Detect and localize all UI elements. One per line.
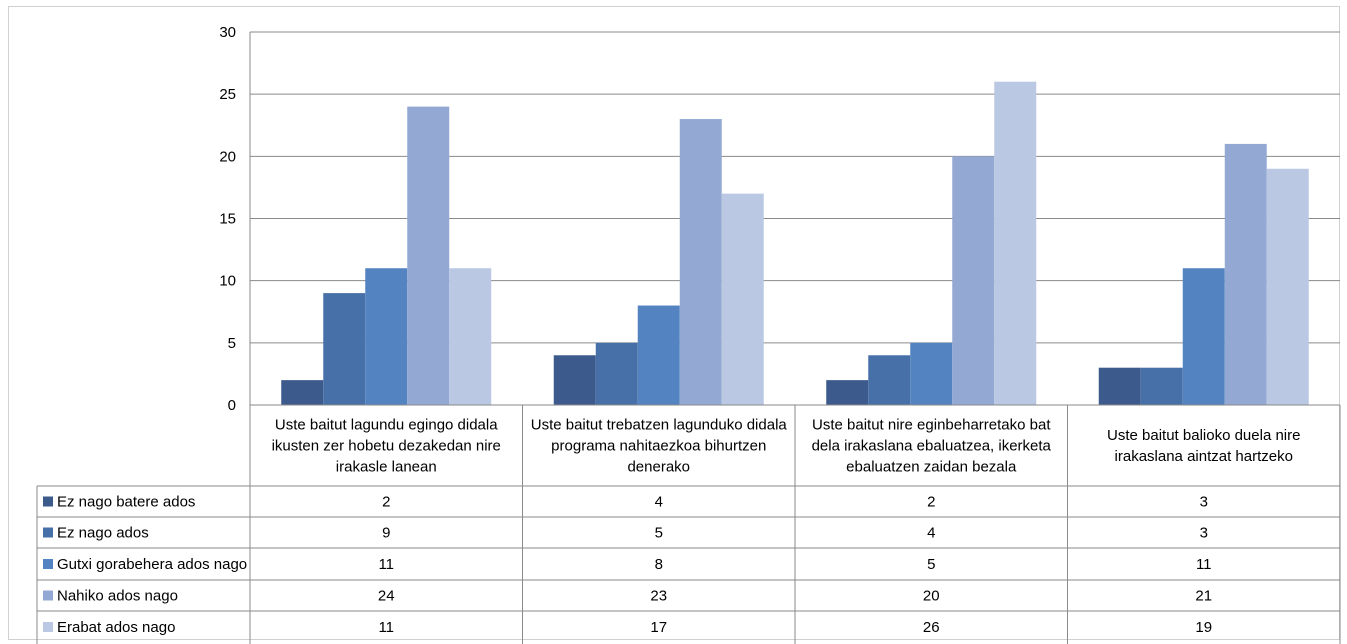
legend-swatch-3 [43, 559, 53, 569]
bar-4-4 [1224, 143, 1267, 405]
y-tick-label: 30 [219, 24, 236, 41]
bar-3-4 [1182, 268, 1225, 405]
y-tick-label: 15 [219, 211, 236, 228]
data-value: 9 [382, 525, 390, 542]
bar-2-2 [595, 342, 638, 405]
data-value: 11 [378, 556, 394, 573]
category-label: Uste baitut balioko duela nire [1107, 427, 1300, 444]
bar-2-3 [868, 355, 911, 405]
legend-swatch-1 [43, 496, 53, 507]
category-label: irakasle lanean [336, 459, 437, 476]
data-value: 11 [378, 619, 394, 636]
legend-swatch-4 [43, 590, 53, 601]
bar-3-3 [910, 342, 953, 405]
data-value: 4 [927, 525, 935, 542]
data-value: 8 [655, 556, 663, 573]
category-label: Uste baitut nire eginbeharretako bat [812, 417, 1051, 434]
category-label: programa nahitaezkoa bihurtzen [551, 438, 766, 455]
category-label: ebaluatzen zaidan bezala [846, 459, 1017, 476]
data-value: 19 [1195, 619, 1212, 636]
legend-label: Ez nago ados [57, 525, 149, 542]
category-label: ikusten zer hobetu dezakedan nire [272, 438, 501, 455]
bar-2-1 [323, 293, 366, 405]
y-tick-label: 5 [228, 335, 236, 352]
legend-label: Gutxi gorabehera ados nago [57, 556, 247, 573]
data-value: 17 [650, 619, 667, 636]
bar-4-3 [952, 156, 995, 405]
legend-label: Ez nago batere ados [57, 494, 195, 511]
data-value: 4 [655, 494, 663, 511]
data-value: 3 [1200, 494, 1208, 511]
data-value: 3 [1200, 525, 1208, 542]
data-value: 5 [655, 525, 663, 542]
data-value: 23 [650, 588, 667, 605]
data-value: 2 [382, 494, 390, 511]
bar-1-4 [1098, 367, 1141, 405]
legend-swatch-5 [43, 622, 53, 632]
legend-label: Nahiko ados nago [57, 588, 178, 605]
y-tick-label: 20 [219, 148, 236, 165]
bar-1-2 [553, 355, 596, 405]
category-label: Uste baitut trebatzen lagunduko didala [531, 417, 788, 434]
bar-4-2 [679, 119, 722, 406]
bar-5-2 [721, 193, 764, 405]
data-value: 21 [1195, 588, 1212, 605]
data-value: 26 [923, 619, 940, 636]
data-value: 20 [923, 588, 940, 605]
bar-1-3 [826, 380, 869, 405]
y-tick-label: 0 [228, 397, 236, 414]
bar-4-1 [407, 106, 450, 405]
bar-5-4 [1266, 168, 1309, 405]
bar-1-1 [281, 380, 324, 405]
data-value: 2 [927, 494, 935, 511]
data-value: 24 [378, 588, 395, 605]
chart-frame [8, 6, 1340, 640]
category-label: dela irakaslana ebaluatzea, ikerketa [812, 438, 1052, 455]
bar-3-2 [637, 305, 680, 405]
category-label: irakaslana aintzat hartzeko [1115, 448, 1293, 465]
category-label: Uste baitut lagundu egingo didala [275, 417, 498, 434]
category-label: denerako [627, 459, 690, 476]
data-value: 11 [1196, 556, 1212, 573]
y-tick-label: 10 [219, 273, 236, 290]
data-value: 5 [927, 556, 935, 573]
y-tick-label: 25 [219, 86, 236, 103]
bar-5-3 [994, 81, 1037, 405]
legend-label: Erabat ados nago [57, 619, 175, 636]
bar-5-1 [449, 268, 492, 405]
bar-3-1 [365, 268, 408, 405]
legend-swatch-2 [43, 527, 53, 538]
bar-2-4 [1140, 367, 1183, 405]
